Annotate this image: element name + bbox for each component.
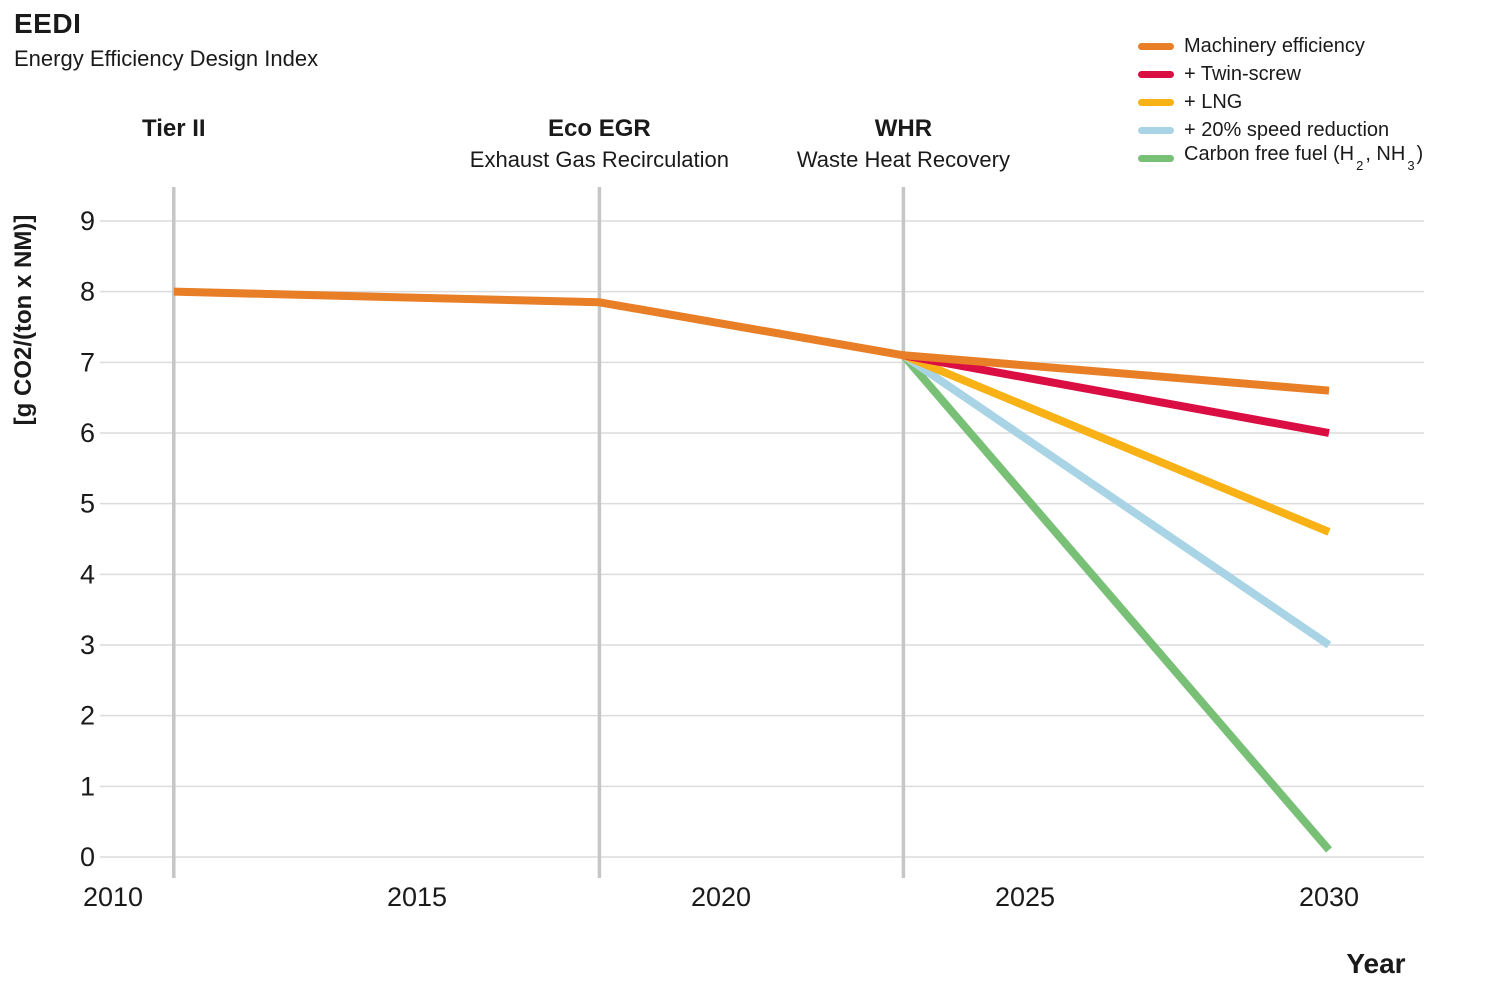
event-sublabel-eco-egr: Exhaust Gas Recirculation	[470, 147, 729, 172]
legend: Machinery efficiency + Twin-screw + LNG + 2…	[1138, 32, 1424, 173]
legend-item: Machinery efficiency	[1138, 32, 1423, 60]
legend-label: Machinery efficiency	[1184, 34, 1365, 57]
y-tick-label-7: 7	[80, 347, 95, 377]
legend-item: + 20% speed reduction	[1138, 116, 1423, 144]
y-tick-label-0: 0	[80, 842, 95, 872]
y-tick-label-4: 4	[80, 559, 95, 589]
event-sublabel-whr: Waste Heat Recovery	[797, 147, 1010, 172]
legend-swatch-icon	[1138, 126, 1174, 134]
series-line-twin-screw	[902, 351, 1330, 437]
event-label-whr: WHR	[875, 115, 932, 142]
x-tick-label-2030: 2030	[1299, 882, 1359, 912]
legend-swatch-icon	[1138, 98, 1174, 106]
chart-subtitle: Energy Efficiency Design Index	[14, 46, 319, 71]
y-tick-label-1: 1	[80, 771, 95, 801]
x-tick-label-2020: 2020	[691, 882, 751, 912]
legend-item: + LNG	[1138, 88, 1423, 116]
series-line-carbon-free-fuel-h2-nh3	[900, 352, 1333, 853]
x-tick-label-2010: 2010	[83, 882, 143, 912]
legend-label: + 20% speed reduction	[1184, 118, 1390, 141]
event-label-eco-egr: Eco EGR	[548, 115, 651, 142]
legend-swatch-icon	[1138, 70, 1174, 78]
event-label-tier-ii: Tier II	[142, 115, 206, 142]
legend-label: + LNG	[1184, 90, 1243, 113]
y-tick-label-5: 5	[80, 489, 95, 519]
legend-label: Carbon free fuel (H2, NH3)	[1184, 143, 1424, 173]
legend-item: Carbon free fuel (H2, NH3)	[1138, 143, 1424, 173]
y-tick-label-3: 3	[80, 630, 95, 660]
x-tick-label-2015: 2015	[387, 882, 447, 912]
chart-title: EEDI	[14, 8, 82, 39]
legend-swatch-icon	[1138, 42, 1174, 50]
y-tick-label-6: 6	[80, 418, 95, 448]
y-tick-label-9: 9	[80, 206, 95, 236]
y-tick-label-8: 8	[80, 277, 95, 307]
legend-label: + Twin-screw	[1184, 62, 1301, 85]
series-line-20-speed-reduction	[901, 351, 1332, 649]
y-axis-title: [g CO2/(ton x NM)]	[10, 215, 37, 426]
series-line-machinery-efficiency	[173, 287, 1330, 395]
legend-item: + Twin-screw	[1138, 60, 1423, 88]
chart-header: EEDI Energy Efficiency Design Index	[14, 8, 318, 72]
x-tick-label-2025: 2025	[995, 882, 1055, 912]
series-line-lng	[901, 351, 1331, 536]
y-tick-label-2: 2	[80, 701, 95, 731]
legend-swatch-icon	[1138, 154, 1174, 162]
x-axis-title: Year	[1346, 948, 1405, 979]
